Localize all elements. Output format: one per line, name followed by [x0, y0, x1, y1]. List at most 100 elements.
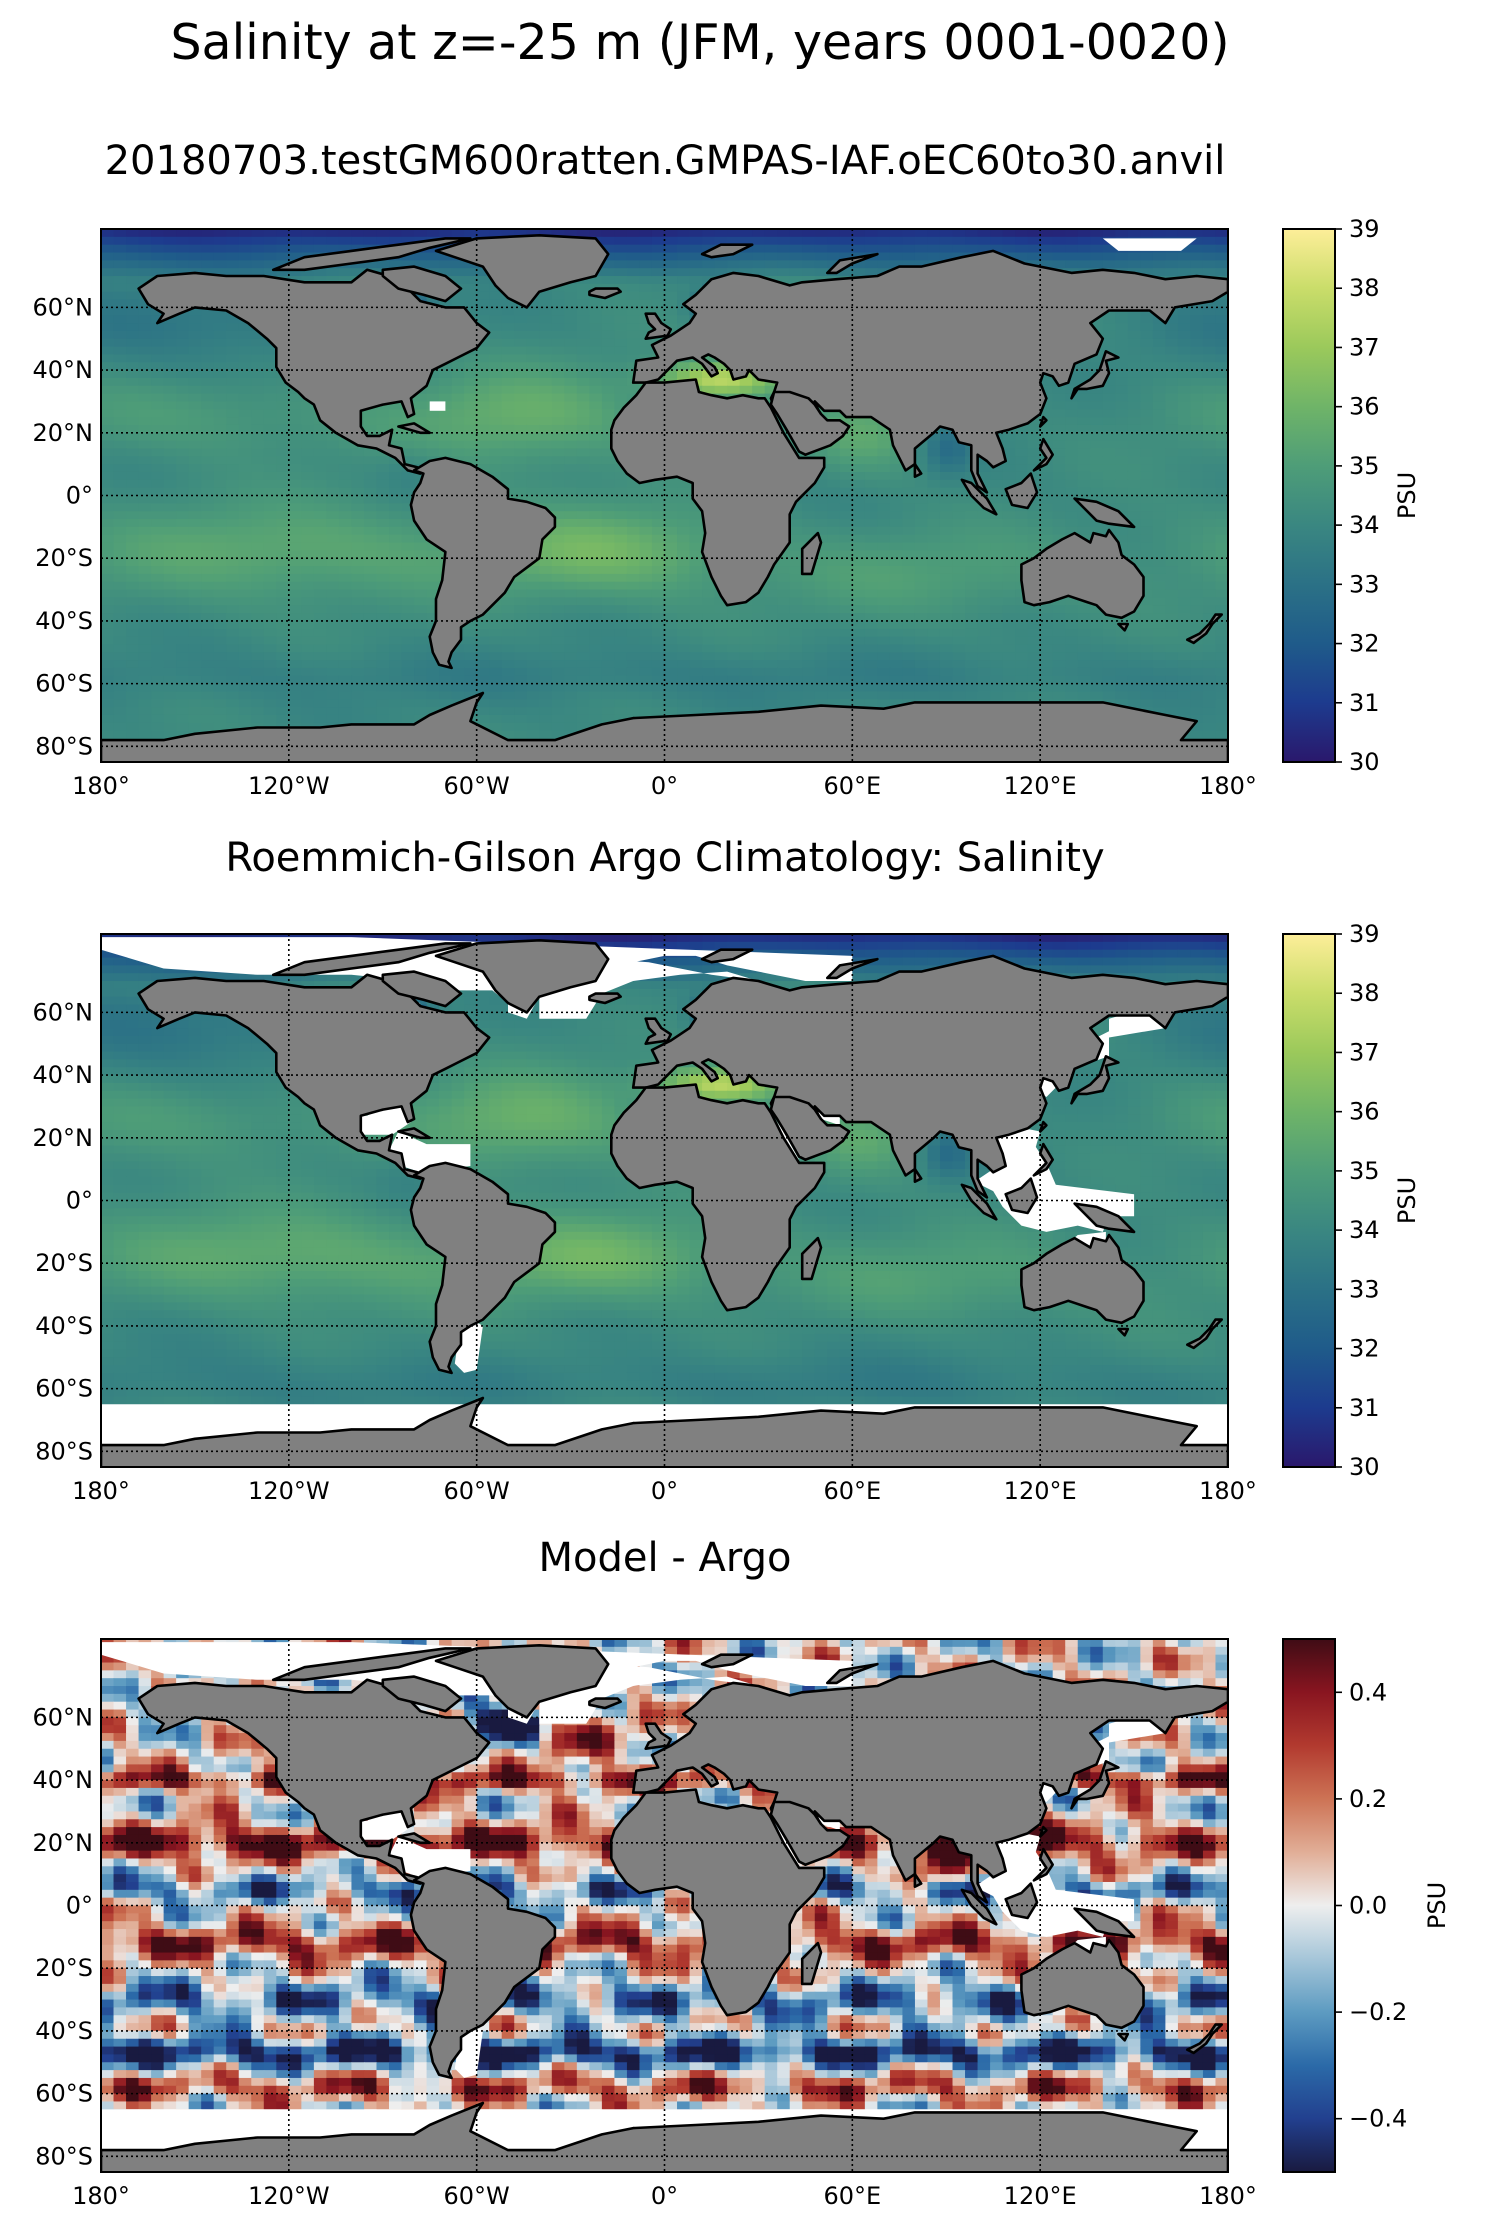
field-cell	[451, 644, 465, 653]
field-cell	[163, 268, 177, 277]
field-cell	[251, 252, 265, 261]
field-cell	[151, 534, 165, 544]
field-cell	[451, 370, 465, 379]
field-cell	[176, 346, 190, 356]
field-cell	[151, 448, 165, 457]
field-cell	[1165, 511, 1179, 520]
field-cell	[1015, 244, 1029, 254]
field-cell	[263, 636, 277, 646]
field-cell	[551, 323, 565, 332]
field-cell	[501, 464, 515, 473]
field-cell	[1065, 236, 1079, 246]
field-cell	[526, 424, 540, 434]
field-cell	[451, 424, 465, 434]
field-cell	[677, 307, 691, 316]
field-cell	[389, 229, 403, 238]
field-cell	[952, 526, 966, 536]
field-cell	[464, 229, 478, 238]
field-cell	[1027, 613, 1041, 622]
field-cell	[539, 370, 553, 379]
field-cell	[564, 409, 578, 418]
field-cell	[1190, 597, 1204, 606]
field-cell	[1177, 330, 1192, 340]
field-cell	[877, 542, 891, 551]
field-cell	[639, 644, 653, 653]
field-cell	[1052, 385, 1066, 395]
field-cell	[176, 370, 190, 379]
field-cell	[1177, 558, 1192, 567]
field-cell	[689, 620, 703, 630]
field-cell	[539, 636, 553, 646]
field-cell	[1090, 424, 1104, 434]
field-cell	[626, 323, 641, 332]
field-cell	[539, 362, 553, 371]
field-cell	[1190, 315, 1204, 324]
field-cell	[551, 534, 565, 544]
field-cell	[313, 566, 327, 575]
field-cell	[889, 534, 904, 544]
field-cell	[276, 252, 290, 261]
field-cell	[188, 558, 202, 567]
field-cell	[176, 432, 190, 442]
field-cell	[1177, 464, 1192, 473]
field-cell	[651, 566, 666, 575]
field-cell	[1052, 503, 1066, 512]
field-cell	[176, 268, 190, 277]
field-cell	[589, 613, 603, 622]
field-cell	[827, 479, 841, 489]
field-cell	[1040, 464, 1054, 473]
field-cell	[389, 526, 403, 536]
field-cell	[1015, 542, 1029, 551]
field-cell	[176, 244, 190, 254]
field-cell	[564, 487, 578, 497]
field-cell	[1065, 628, 1079, 638]
field-cell	[1190, 644, 1204, 653]
field-cell	[1027, 628, 1041, 638]
field-cell	[551, 440, 565, 450]
field-cell	[1177, 323, 1192, 332]
field-cell	[864, 644, 878, 653]
field-cell	[664, 644, 678, 653]
field-cell	[889, 581, 904, 591]
field-cell	[1077, 464, 1091, 473]
field-cell	[689, 589, 703, 598]
field-cell	[576, 487, 590, 497]
field-cell	[551, 409, 565, 418]
field-cell	[489, 283, 503, 293]
field-cell	[764, 644, 778, 653]
field-cell	[889, 229, 904, 238]
field-cell	[313, 597, 327, 606]
field-cell	[251, 487, 265, 497]
field-cell	[576, 370, 590, 379]
field-cell	[251, 581, 265, 591]
field-cell	[1202, 432, 1217, 442]
field-cell	[476, 370, 490, 379]
field-cell	[864, 542, 878, 551]
field-cell	[639, 330, 653, 340]
field-cell	[138, 330, 152, 340]
field-cell	[965, 244, 979, 254]
field-cell	[163, 479, 177, 489]
field-cell	[363, 424, 378, 434]
field-cell	[338, 644, 353, 653]
field-cell	[151, 558, 165, 567]
field-cell	[138, 542, 152, 551]
field-cell	[501, 354, 515, 363]
field-cell	[313, 519, 327, 528]
field-cell	[977, 613, 991, 622]
field-cell	[101, 636, 115, 646]
field-cell	[201, 330, 215, 340]
field-cell	[1152, 644, 1166, 653]
field-cell	[151, 401, 165, 410]
field-cell	[1052, 409, 1066, 418]
field-cell	[514, 377, 528, 387]
field-cell	[977, 542, 991, 551]
field-cell	[576, 636, 590, 646]
field-cell	[113, 581, 127, 591]
field-cell	[501, 432, 515, 442]
field-cell	[1215, 260, 1228, 269]
field-cell	[201, 464, 215, 473]
field-cell	[1065, 519, 1079, 528]
field-cell	[752, 268, 766, 277]
field-cell	[1115, 487, 1129, 497]
